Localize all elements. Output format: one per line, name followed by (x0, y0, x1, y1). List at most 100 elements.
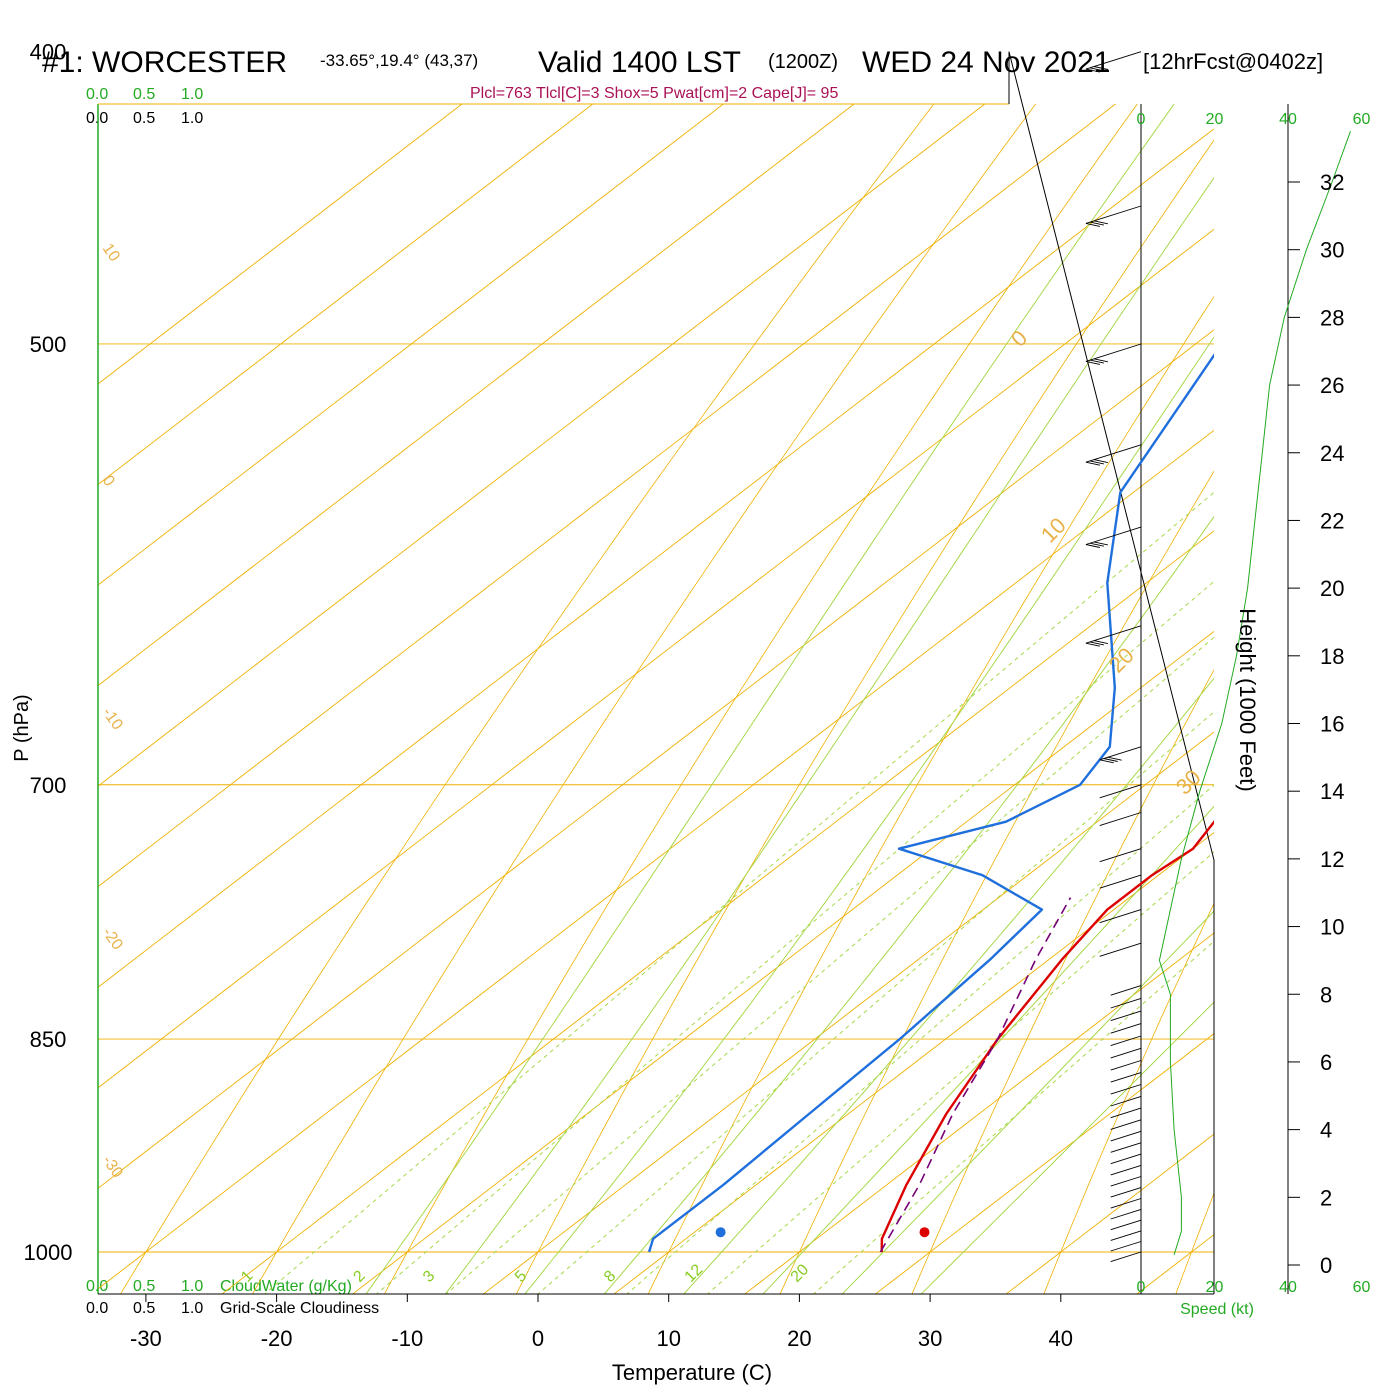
wind-barb (1110, 1119, 1142, 1130)
isotherm-line (744, 932, 1214, 1294)
right-isotherm-label: 10 (1036, 513, 1071, 548)
wind-barb (1085, 343, 1142, 362)
wind-barb (1099, 942, 1142, 957)
sounding-indices: Plcl=763 Tlcl[C]=3 Shox=5 Pwat[cm]=2 Cap… (470, 85, 838, 102)
isotherm-line (98, 104, 725, 586)
wind-barb-feather (1089, 221, 1104, 226)
bottom-black-1: 0.5 (133, 1300, 155, 1317)
wind-barb (1110, 1035, 1142, 1047)
moist-adiabat-line (444, 176, 1214, 1294)
wind-barb (1110, 985, 1142, 996)
speed-axis-label: Speed (kt) (1180, 1301, 1254, 1318)
moist-adiabat-line (365, 104, 1175, 1294)
speed-bottom-label: 0 (1137, 1279, 1146, 1296)
top-cloud-scale: 0.0 0.5 1.0 0.0 0.5 1.0 (86, 86, 203, 127)
speed-top-label: 40 (1279, 111, 1297, 128)
wind-barb-feather (1093, 66, 1108, 70)
mixing-ratio-label: 2 (350, 1267, 368, 1285)
dry-adiabat-line (1300, 0, 1400, 1316)
bottom-green-1: 0.5 (133, 1278, 155, 1295)
isotherm-line (98, 228, 1214, 1089)
dry-adiabat-line (1175, 1192, 1214, 1294)
moist-adiabat-line (762, 805, 1214, 1294)
pressure-tick-label: 400 (30, 40, 67, 65)
mixing-ratio-line (375, 580, 1214, 1294)
height-tick-label: 14 (1320, 779, 1344, 804)
speed-bottom-label: 40 (1279, 1279, 1297, 1296)
dry-adiabat-line (647, 295, 1214, 1294)
x-tick-label: 40 (1049, 1326, 1073, 1351)
wind-barb (1110, 1095, 1142, 1107)
wind-barb (1110, 1208, 1142, 1220)
wind-barb-feather (1089, 67, 1104, 72)
wind-barb-feather (1089, 641, 1104, 646)
isotherm-line (98, 429, 1214, 1290)
isotherm-label: -20 (99, 925, 126, 954)
mixing-ratio-line (626, 784, 1214, 1294)
wind-barb (1110, 1241, 1142, 1252)
mixing-ratio-line (812, 940, 1214, 1294)
height-tick-label: 16 (1320, 712, 1344, 737)
isotherm-line (98, 104, 1117, 888)
x-tick-label: 10 (656, 1326, 680, 1351)
wind-barb (1110, 1187, 1142, 1198)
x-tick-label: 30 (918, 1326, 942, 1351)
forecast-date: WED 24 Nov 2021 (862, 46, 1110, 79)
wind-barb-feather (1085, 642, 1100, 647)
speed-top-label: 0 (1137, 111, 1146, 128)
wind-barb (1110, 1198, 1142, 1209)
wind-barb-feather (1089, 542, 1104, 547)
height-tick-label: 20 (1320, 576, 1344, 601)
dewpoint-line (647, 353, 1214, 1253)
dry-adiabat-line (120, 104, 935, 1294)
mixing-ratio-label: 5 (512, 1267, 530, 1285)
wind-layer (1085, 51, 1351, 1263)
speed-top-label: 20 (1206, 111, 1224, 128)
speed-top-label: 60 (1353, 111, 1371, 128)
bottom-black-2: 1.0 (181, 1300, 203, 1317)
wind-barb (1110, 1153, 1142, 1165)
height-tick-label: 18 (1320, 644, 1344, 669)
moist-adiabat-line (603, 515, 1214, 1294)
mixing-ratio-line (706, 851, 1214, 1294)
pressure-tick-label: 1000 (24, 1240, 73, 1265)
mixing-ratio-label: 8 (601, 1267, 619, 1285)
isotherm-line (613, 831, 1214, 1294)
wind-barb-feather (1085, 360, 1100, 365)
pressure-tick-label: 850 (30, 1027, 67, 1052)
wind-barb-feather (1099, 759, 1114, 764)
wind-barb (1110, 1047, 1142, 1059)
pressure-tick-label: 500 (30, 332, 67, 357)
frame-layer (97, 51, 1289, 1295)
dry-adiabat-line (252, 104, 1037, 1294)
bottom-black-0: 0.0 (86, 1300, 108, 1317)
wind-barb (1110, 1251, 1142, 1263)
bottom-cloud-scale: 0.0 0.5 1.0 CloudWater (g/Kg) 0.0 0.5 1.… (86, 1278, 379, 1317)
top-black-1: 0.5 (133, 110, 155, 127)
right-isotherm-label: 20 (1104, 643, 1139, 678)
wind-barb (1085, 526, 1142, 545)
x-tick-label: 0 (532, 1326, 544, 1351)
wind-barb (1110, 1130, 1142, 1142)
wind-barb (1110, 1219, 1142, 1231)
profile-layer (647, 353, 1214, 1253)
dry-adiabat-line (515, 139, 1214, 1294)
wind-barb (1099, 784, 1142, 799)
wind-barb (1085, 205, 1142, 224)
wind-barb (1099, 746, 1142, 761)
surface-dewpoint-marker (715, 1227, 726, 1238)
top-green-0: 0.0 (86, 86, 108, 103)
moist-adiabat-line (524, 336, 1214, 1294)
wind-barb (1110, 1164, 1142, 1176)
height-tick-label: 12 (1320, 847, 1344, 872)
parcel-line (879, 897, 1072, 1253)
height-tick-label: 6 (1320, 1050, 1332, 1075)
x-tick-label: -20 (261, 1326, 293, 1351)
height-tick-label: 4 (1320, 1118, 1332, 1143)
height-tick-label: 2 (1320, 1185, 1332, 1210)
wind-barb (1085, 444, 1142, 463)
height-tick-label: 8 (1320, 982, 1332, 1007)
wind-barb-feather (1093, 358, 1108, 363)
bottom-green-2: 1.0 (181, 1278, 203, 1295)
